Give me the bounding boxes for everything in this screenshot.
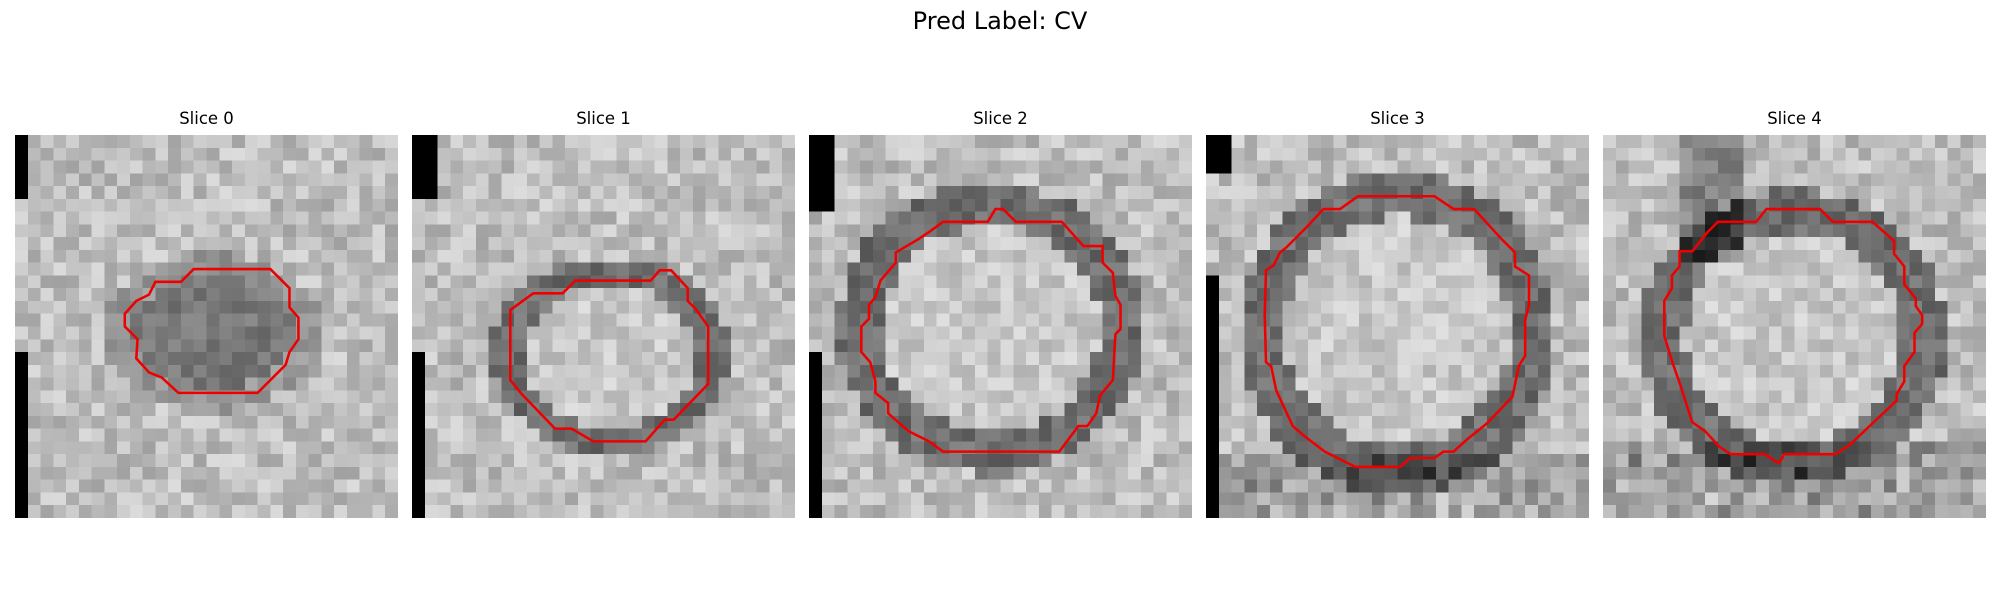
slice-1-image xyxy=(412,135,795,518)
slice-3-image xyxy=(1206,135,1589,518)
slice-2-image xyxy=(809,135,1192,518)
slice-0-title: Slice 0 xyxy=(179,109,234,128)
slice-3-texture xyxy=(1206,135,1589,518)
slice-2-contour xyxy=(860,207,1122,453)
slice-0-contour xyxy=(123,267,300,395)
slice-2-texture xyxy=(809,135,1192,518)
slice-1-title: Slice 1 xyxy=(576,109,631,128)
figure-title: Pred Label: CV xyxy=(912,7,1088,35)
slice-1-texture xyxy=(412,135,795,518)
slice-4-contour xyxy=(1663,207,1924,465)
slice-3-contour xyxy=(1263,195,1531,469)
slice-4-texture xyxy=(1603,135,1986,518)
slice-2-title: Slice 2 xyxy=(973,109,1028,128)
slice-0-texture xyxy=(15,135,398,518)
slice-4-image xyxy=(1603,135,1986,518)
slice-0-image xyxy=(15,135,398,518)
slice-4-title: Slice 4 xyxy=(1767,109,1822,128)
slice-1-contour xyxy=(509,269,710,443)
slice-3-title: Slice 3 xyxy=(1370,109,1425,128)
